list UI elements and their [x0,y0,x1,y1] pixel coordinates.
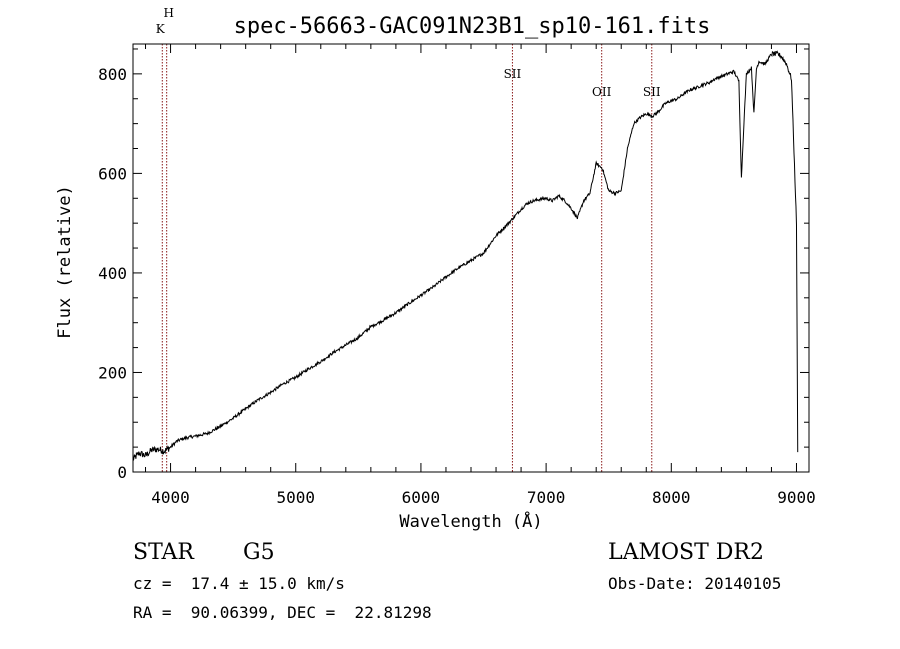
line-label-sii: SII [504,67,522,81]
y-tick-label: 400 [98,264,127,283]
line-label-sii: SII [643,85,661,99]
x-tick-label: 6000 [402,488,441,507]
x-axis-label: Wavelength (Å) [399,510,542,532]
x-tick-label: 4000 [151,488,190,507]
y-tick-label: 600 [98,164,127,183]
y-axis-label: Flux (relative) [55,185,75,339]
chart-title: spec-56663-GAC091N23B1_sp10-161.fits [234,14,711,39]
x-tick-label: 7000 [527,488,566,507]
emission-line-markers: HK SII OII SII [156,6,661,472]
coordinates-readout: RA = 90.06399, DEC = 22.81298 [133,603,432,622]
redshift-readout: cz = 17.4 ± 15.0 km/s [133,574,345,593]
axis-ticks: 4000 5000 6000 7000 8000 9000 0 200 400 600 800 [98,44,816,507]
y-tick-label: 800 [98,65,127,84]
spectral-subclass: G5 [243,540,275,565]
y-tick-label: 0 [117,463,127,482]
y-tick-label: 200 [98,363,127,382]
x-tick-label: 5000 [276,488,315,507]
line-label-h: H [163,6,173,20]
x-tick-label: 9000 [777,488,816,507]
object-class: STAR [133,540,194,565]
observation-date: Obs-Date: 20140105 [608,574,782,593]
spectrum-series-line [132,50,799,461]
line-label-oii: OII [592,85,612,99]
line-label-k: K [156,22,166,36]
survey-name: LAMOST DR2 [608,540,764,565]
x-tick-label: 8000 [652,488,691,507]
